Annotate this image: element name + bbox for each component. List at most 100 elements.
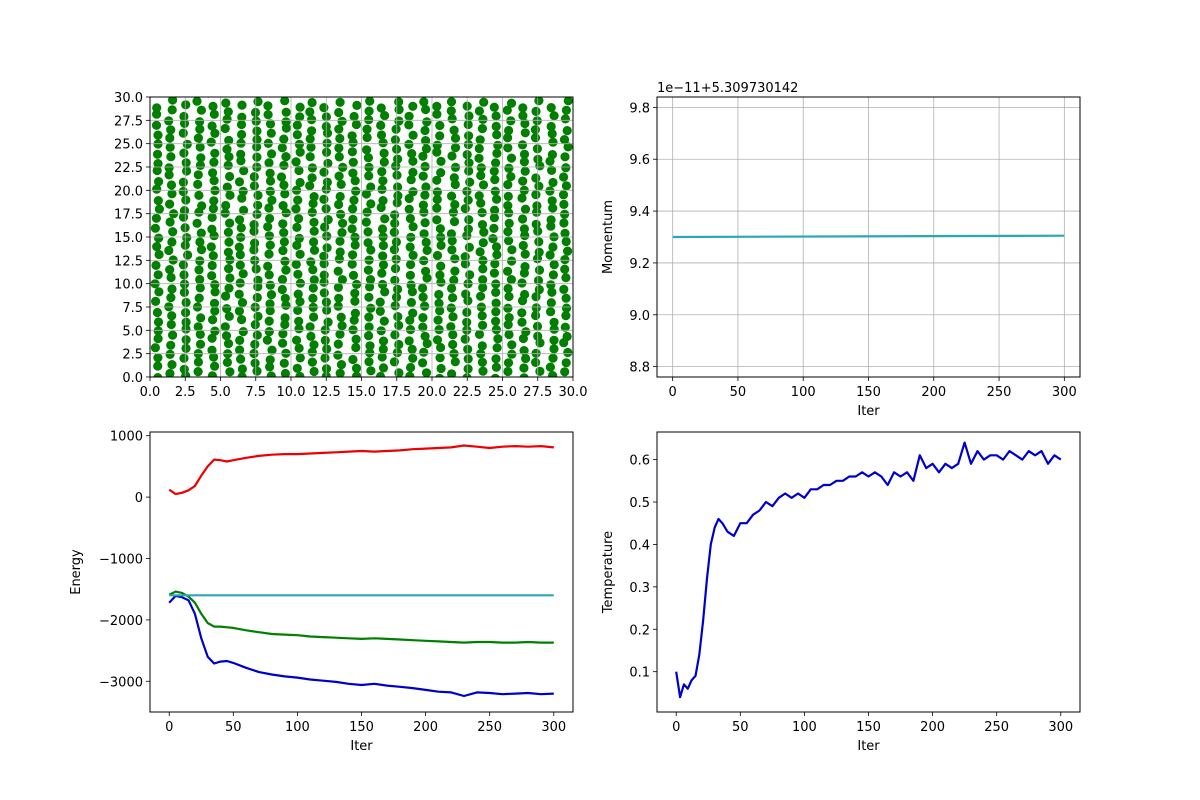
- scatter-point: [280, 313, 290, 323]
- y-tick-label: 0.5: [629, 496, 650, 511]
- scatter-point: [376, 202, 386, 213]
- scatter-point: [335, 329, 345, 339]
- x-tick-label: 50: [225, 720, 242, 735]
- scatter-point: [534, 285, 544, 295]
- scatter-point: [462, 307, 472, 317]
- scatter-point: [420, 301, 430, 311]
- scatter-point: [307, 97, 317, 108]
- x-tick-label: 12.5: [312, 385, 341, 400]
- scatter-point: [152, 165, 162, 176]
- scatter-point: [178, 128, 188, 138]
- scatter-point: [295, 278, 305, 288]
- scatter-point: [236, 149, 246, 159]
- scatter-point: [435, 270, 445, 280]
- scatter-point: [195, 256, 205, 266]
- scatter-point: [449, 275, 459, 285]
- scatter-point: [503, 358, 514, 368]
- scatter-point: [295, 102, 305, 112]
- x-tick-label: 0.0: [140, 385, 161, 400]
- y-tick-label: 22.5: [114, 161, 143, 176]
- scatter-point: [546, 280, 556, 290]
- scatter-point: [560, 152, 570, 162]
- scatter-point: [404, 139, 414, 149]
- scatter-point: [281, 208, 291, 218]
- scatter-point: [517, 278, 527, 288]
- y-tick-label: 0.6: [629, 454, 650, 469]
- plot-frame: [656, 96, 1081, 378]
- scatter-point: [436, 277, 446, 287]
- scatter-point: [210, 287, 220, 297]
- scatter-point: [349, 111, 359, 122]
- scatter-points: [150, 97, 573, 377]
- scatter-point: [503, 303, 513, 313]
- scatter-point: [295, 371, 305, 377]
- scatter-point: [235, 250, 245, 260]
- y-tick-label: 9.8: [629, 101, 650, 116]
- scatter-point: [307, 347, 317, 357]
- scatter-point: [432, 147, 442, 157]
- scatter-point: [391, 254, 401, 264]
- scatter-point: [479, 227, 489, 237]
- scatter-point: [207, 345, 217, 355]
- scatter-point: [561, 293, 571, 303]
- scatter-point: [294, 165, 304, 176]
- scatter-point: [307, 173, 317, 183]
- scatter-point: [351, 119, 361, 130]
- scatter-point: [179, 111, 189, 122]
- scatter-point: [322, 344, 332, 354]
- scatter-point: [335, 247, 345, 257]
- scatter-point: [150, 223, 160, 233]
- scatter-point: [503, 320, 513, 330]
- scatter-point: [378, 336, 389, 346]
- scatter-point: [361, 217, 371, 227]
- scatter-point: [294, 139, 304, 149]
- scatter-point: [560, 264, 570, 274]
- scatter-point: [293, 269, 303, 279]
- series-line-2: [168, 590, 554, 644]
- scatter-point: [534, 181, 544, 191]
- scatter-point: [166, 125, 176, 135]
- scatter-point: [276, 172, 287, 182]
- scatter-point: [490, 259, 500, 269]
- scatter-point: [418, 171, 428, 181]
- scatter-point: [506, 98, 517, 108]
- scatter-point: [548, 270, 559, 280]
- scatter-point: [238, 327, 248, 337]
- scatter-point: [249, 220, 259, 230]
- y-tick-label: 12.5: [114, 254, 143, 269]
- scatter-point: [561, 358, 571, 368]
- scatter-point: [408, 130, 418, 140]
- scatter-point: [235, 345, 245, 355]
- energy-line-panel: 0 50 100 150 200 250 300 1000 0 −1000 −2000 −3000 It…: [69, 430, 574, 754]
- scatter-point: [549, 324, 559, 334]
- scatter-point: [463, 195, 473, 205]
- scatter-point: [166, 272, 176, 283]
- scatter-point: [209, 157, 219, 167]
- scatter-point: [335, 191, 345, 202]
- scatter-point: [208, 251, 218, 261]
- scatter-point: [225, 218, 235, 228]
- scatter-point: [435, 131, 445, 141]
- scatter-point: [504, 313, 514, 323]
- scatter-point: [506, 275, 516, 285]
- scatter-point: [265, 186, 275, 196]
- scatter-point: [210, 128, 220, 138]
- scatter-point: [221, 291, 231, 301]
- scatter-point: [534, 97, 544, 106]
- scatter-point: [251, 116, 261, 126]
- scatter-point: [309, 192, 319, 202]
- scatter-point: [450, 357, 460, 367]
- scatter-point: [295, 353, 305, 363]
- scatter-point: [390, 301, 400, 311]
- scatter-point: [223, 247, 233, 257]
- scatter-point: [503, 180, 513, 190]
- scatter-point: [323, 317, 333, 327]
- scatter-point: [224, 152, 234, 162]
- scatter-point: [447, 191, 457, 201]
- scatter-point: [549, 111, 559, 121]
- scatter-point: [504, 291, 514, 302]
- scatter-point: [390, 330, 400, 340]
- scatter-point: [337, 228, 347, 238]
- scatter-point: [278, 338, 288, 348]
